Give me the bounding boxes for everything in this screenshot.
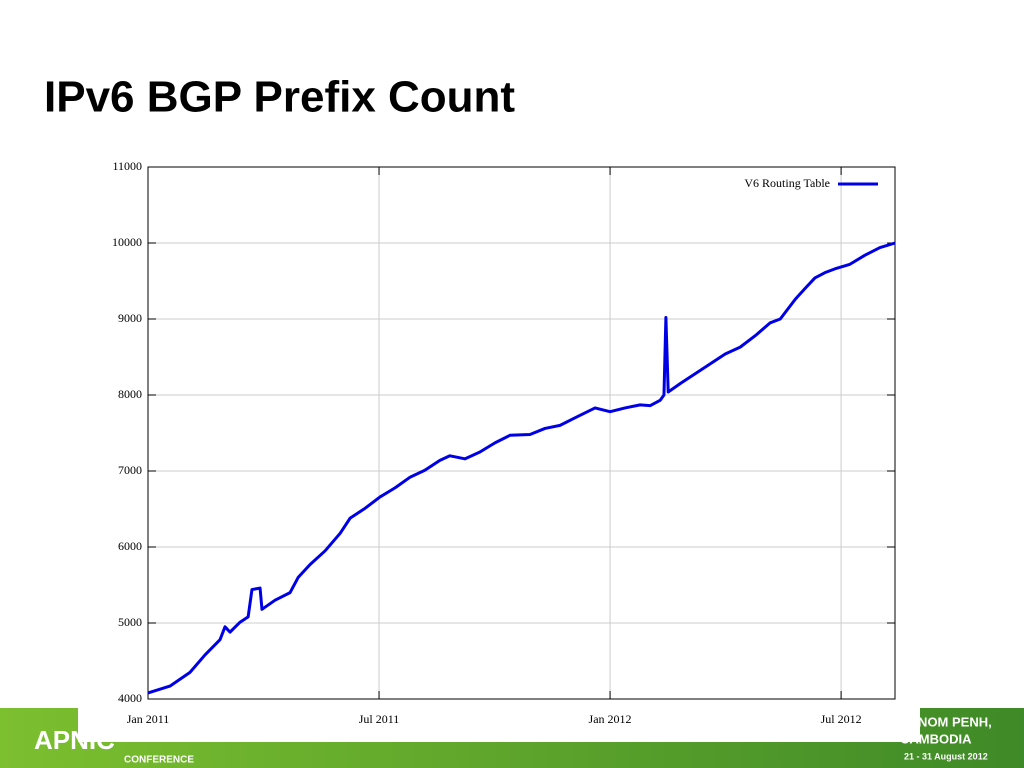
y-tick-label: 7000 [118, 463, 142, 477]
x-tick-label: Jan 2012 [589, 712, 632, 726]
slide-title: IPv6 BGP Prefix Count [44, 73, 515, 122]
y-tick-label: 11000 [112, 159, 142, 173]
y-tick-label: 4000 [118, 691, 142, 705]
x-tick-label: Jan 2011 [127, 712, 170, 726]
footer-city: PHNOM PENH, [900, 714, 992, 729]
chart-panel [78, 150, 920, 742]
chart: 4000 5000 6000 7000 8000 9000 10000 11000 Jan 20… [112, 159, 896, 726]
y-tick-label: 6000 [118, 539, 142, 553]
footer-event: CONFERENCE [124, 755, 194, 766]
x-tick-label: Jul 2012 [821, 712, 862, 726]
data-line [147, 241, 896, 695]
plot-frame [147, 166, 896, 700]
legend-label: V6 Routing Table [744, 176, 830, 190]
y-tick-label: 9000 [118, 311, 142, 325]
y-tick-label: 10000 [112, 235, 142, 249]
y-tick-label: 5000 [118, 615, 142, 629]
footer-dates: 21 - 31 August 2012 [904, 751, 988, 761]
y-tick-label: 8000 [118, 387, 142, 401]
x-tick-label: Jul 2011 [359, 712, 400, 726]
